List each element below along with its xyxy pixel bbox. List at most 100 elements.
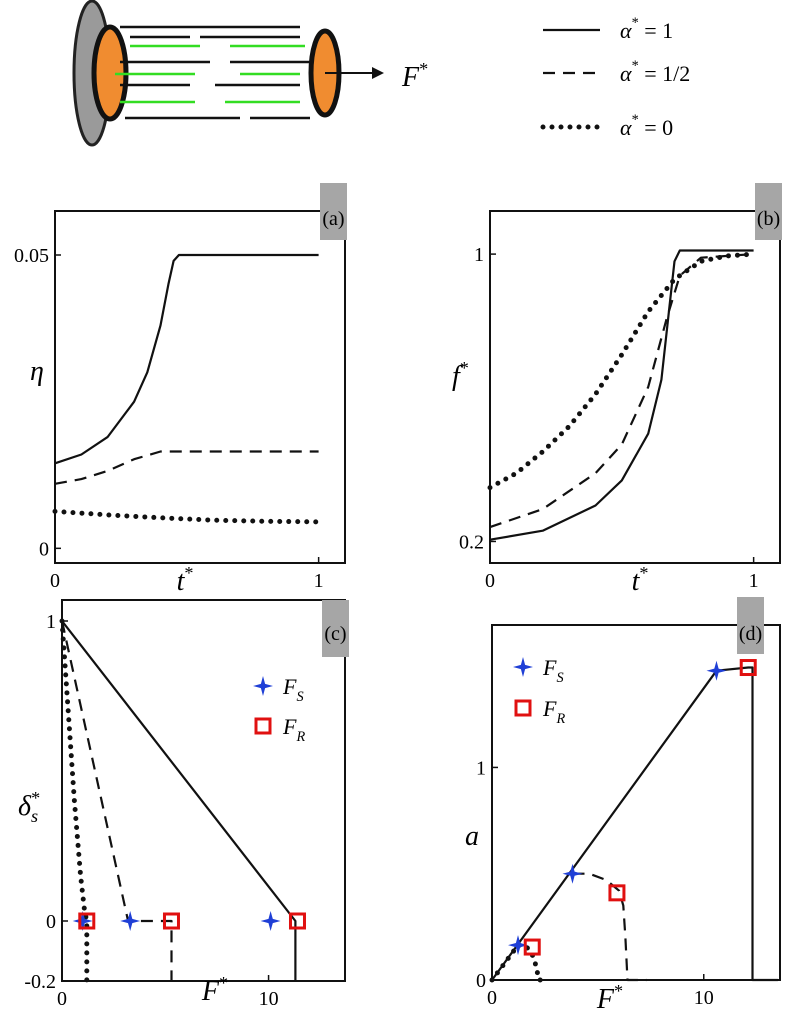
- y-axis-label-base: δ: [18, 791, 32, 822]
- legend-label-base: α: [620, 61, 632, 86]
- x-tick-label: 0: [57, 988, 67, 1010]
- star-marker: [120, 911, 141, 931]
- y-axis-label-base: a: [465, 821, 479, 852]
- series-line: [54, 450, 319, 485]
- fibers-black: [120, 25, 310, 120]
- panel-label-box: [322, 600, 349, 657]
- legend-label-sup: *: [632, 15, 639, 31]
- y-axis-label: η: [30, 356, 44, 387]
- panel-label: (c): [324, 623, 346, 645]
- square-marker: [739, 659, 757, 677]
- x-axis-label: F*: [201, 973, 228, 1007]
- square-marker: [523, 938, 541, 956]
- x-axis-label: F*: [596, 981, 623, 1015]
- x-axis-label-sup: *: [184, 563, 193, 583]
- series-line: [52, 508, 322, 525]
- arrow-head: [372, 67, 384, 79]
- plot-frame: [491, 624, 781, 981]
- legend-label: α* = 0: [620, 112, 673, 140]
- y-tick-label: -0.2: [24, 971, 56, 993]
- y-tick-label: 0.2: [459, 531, 484, 553]
- star-marker: [706, 660, 727, 681]
- y-axis-label-sub: s: [31, 806, 38, 826]
- legend-label-sub: S: [296, 689, 303, 705]
- legend-label-base: F: [542, 655, 557, 680]
- plot-frame: [54, 210, 346, 564]
- square-marker: [288, 912, 306, 930]
- schematic: [72, 0, 384, 147]
- square-marker: [514, 699, 532, 717]
- x-tick-label: 1: [749, 570, 759, 592]
- legend-label-base: F: [282, 674, 297, 699]
- legend-label-base: α: [620, 18, 632, 43]
- panel-label: (b): [757, 208, 780, 230]
- fibers-green: [115, 44, 305, 104]
- y-axis-label-base: η: [30, 356, 44, 387]
- panel-label-box: [737, 597, 764, 654]
- legend-label-base: F: [282, 714, 297, 739]
- legend-label-rest: = 0: [639, 115, 673, 140]
- legend-label-rest: = 1: [639, 18, 673, 43]
- legend-label: FS: [542, 655, 564, 686]
- y-axis-label: a: [465, 821, 479, 852]
- panel-label: (a): [322, 208, 344, 230]
- x-axis-label-base: t: [632, 566, 641, 597]
- panel-label-box: [320, 183, 347, 240]
- x-tick-label: 1: [314, 570, 324, 592]
- series-line: [487, 251, 757, 491]
- x-axis-label-base: t: [177, 566, 186, 597]
- legend-label: FR: [542, 696, 565, 727]
- force-label-sup: *: [419, 59, 428, 79]
- y-axis-label-sup: *: [460, 358, 469, 378]
- force-label-base: F: [401, 62, 420, 93]
- y-axis-label-base: f: [452, 361, 463, 392]
- legend-label: α* = 1/2: [620, 58, 690, 86]
- series-line: [61, 620, 297, 981]
- y-tick-label: 0: [476, 970, 486, 992]
- star-marker: [513, 657, 533, 677]
- square-marker: [78, 912, 96, 930]
- x-tick-label: 10: [259, 988, 279, 1010]
- y-axis-label-sup: *: [31, 788, 40, 808]
- x-tick-label: 10: [694, 987, 714, 1009]
- x-axis-label: t*: [632, 563, 649, 597]
- series-line: [60, 620, 173, 981]
- square-marker: [608, 884, 626, 902]
- star-marker: [562, 863, 583, 884]
- y-tick-label: 0.05: [14, 245, 49, 267]
- y-tick-label: 0: [46, 911, 56, 933]
- star-marker: [260, 911, 281, 931]
- x-tick-label: 0: [487, 987, 497, 1009]
- legend-label-base: F: [542, 696, 557, 721]
- legend-label-sup: *: [632, 58, 639, 74]
- legend-label-sub: R: [555, 711, 565, 727]
- legend-label-base: α: [620, 115, 632, 140]
- series-line: [489, 249, 754, 541]
- y-tick-label: 0: [39, 538, 49, 560]
- star-marker: [72, 911, 93, 931]
- series-line: [489, 253, 754, 529]
- y-axis-label: f*: [452, 358, 469, 392]
- series-line: [491, 666, 778, 982]
- legend-label: α* = 1: [620, 15, 673, 43]
- x-axis-label: t*: [177, 563, 194, 597]
- x-axis-label-base: F: [596, 984, 615, 1015]
- square-marker: [162, 912, 180, 930]
- x-tick-label: 0: [485, 570, 495, 592]
- star-marker: [253, 676, 273, 696]
- y-tick-label: 1: [46, 611, 56, 633]
- x-tick-label: 0: [50, 570, 60, 592]
- legend-label: FR: [282, 714, 305, 745]
- plot-frame: [61, 599, 346, 982]
- plot-frame: [489, 210, 781, 564]
- square-marker: [254, 717, 272, 735]
- x-axis-label-sup: *: [614, 981, 623, 1001]
- legend-label: FS: [282, 674, 304, 705]
- x-axis-label-sup: *: [219, 973, 228, 993]
- y-tick-label: 1: [476, 757, 486, 779]
- panel-label-box: [755, 183, 782, 240]
- force-label: F*: [401, 59, 428, 93]
- y-axis-label: δs*: [18, 788, 40, 826]
- legend-label-sub: S: [556, 670, 563, 686]
